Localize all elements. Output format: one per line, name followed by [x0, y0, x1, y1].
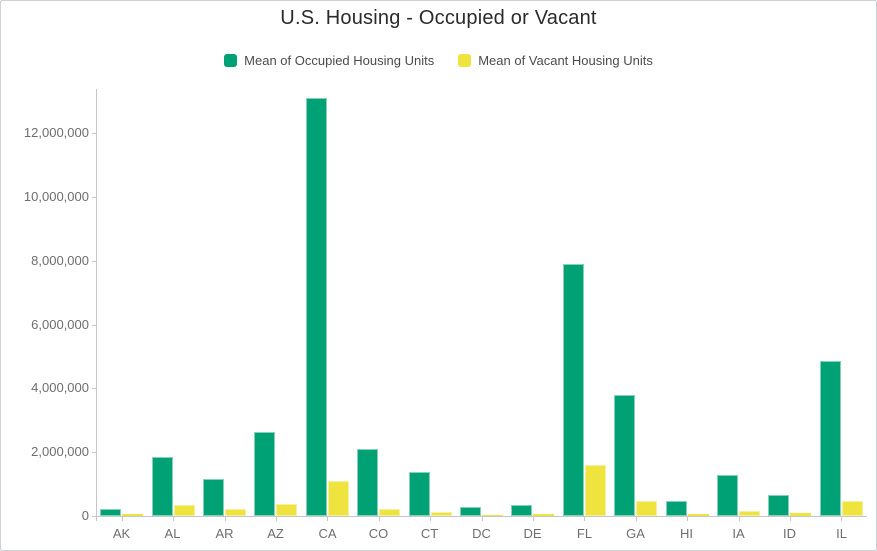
x-tick-AL: [173, 517, 174, 521]
y-tick-4000000: [92, 388, 96, 389]
bar-occupied-AR[interactable]: [203, 479, 224, 516]
x-tick-label-IL: IL: [836, 526, 847, 541]
y-tick-label-2000000: 2,000,000: [31, 444, 89, 459]
bar-vacant-DE[interactable]: [533, 514, 554, 516]
x-tick-label-DE: DE: [523, 526, 542, 541]
x-tick-label-AL: AL: [164, 526, 181, 541]
bar-occupied-ID[interactable]: [768, 495, 789, 516]
bar-occupied-GA[interactable]: [614, 395, 635, 516]
bar-vacant-HI[interactable]: [688, 514, 709, 516]
bar-vacant-DC[interactable]: [482, 515, 503, 516]
bar-vacant-CA[interactable]: [328, 481, 349, 516]
x-tick-label-FL: FL: [576, 526, 593, 541]
bar-occupied-AZ[interactable]: [254, 432, 275, 516]
legend-label-occupied: Mean of Occupied Housing Units: [244, 53, 435, 68]
y-tick-2000000: [92, 452, 96, 453]
bar-occupied-CA[interactable]: [306, 98, 327, 516]
x-tick-IA: [739, 517, 740, 521]
legend-item-vacant[interactable]: Mean of Vacant Housing Units: [458, 53, 653, 68]
x-tick-label-HI: HI: [680, 526, 693, 541]
legend-label-vacant: Mean of Vacant Housing Units: [478, 53, 653, 68]
chart-title: U.S. Housing - Occupied or Vacant: [280, 7, 597, 29]
x-axis-line: [96, 516, 867, 517]
x-tick-CT: [430, 517, 431, 521]
bar-vacant-CO[interactable]: [379, 509, 400, 516]
y-tick-10000000: [92, 197, 96, 198]
x-tick-AK: [122, 517, 123, 521]
x-tick-label-CA: CA: [318, 526, 337, 541]
y-tick-0: [92, 516, 96, 517]
x-tick-IL: [841, 517, 842, 521]
bar-vacant-CT[interactable]: [431, 512, 452, 516]
legend-item-occupied[interactable]: Mean of Occupied Housing Units: [224, 53, 434, 68]
y-tick-label-10000000: 10,000,000: [23, 189, 89, 204]
y-tick-6000000: [92, 325, 96, 326]
bar-occupied-AL[interactable]: [152, 457, 173, 516]
bar-occupied-HI[interactable]: [666, 501, 687, 516]
vacant-series-swatch-icon: [458, 54, 472, 67]
x-tick-label-AK: AK: [112, 526, 131, 541]
x-tick-FL: [584, 517, 585, 521]
y-tick-label-6000000: 6,000,000: [31, 317, 89, 332]
x-tick-label-IA: IA: [732, 526, 745, 541]
bar-occupied-DE[interactable]: [511, 505, 532, 516]
x-tick-label-CO: CO: [368, 526, 389, 541]
bar-occupied-FL[interactable]: [563, 264, 584, 516]
x-tick-DC: [482, 517, 483, 521]
bar-vacant-ID[interactable]: [790, 513, 811, 516]
bar-vacant-IA[interactable]: [739, 511, 760, 516]
bar-vacant-FL[interactable]: [585, 465, 606, 516]
y-tick-8000000: [92, 261, 96, 262]
bar-occupied-IA[interactable]: [717, 475, 738, 516]
bar-vacant-IL[interactable]: [842, 501, 863, 516]
y-tick-12000000: [92, 133, 96, 134]
x-tick-label-DC: DC: [472, 526, 491, 541]
x-tick-DE: [533, 517, 534, 521]
x-tick-label-AZ: AZ: [267, 526, 284, 541]
x-tick-CO: [379, 517, 380, 521]
bar-occupied-IL[interactable]: [820, 361, 841, 516]
x-tick-label-GA: GA: [626, 526, 645, 541]
y-tick-label-12000000: 12,000,000: [23, 125, 89, 140]
y-axis-line: [96, 89, 97, 521]
bar-occupied-CO[interactable]: [357, 449, 378, 516]
x-tick-label-ID: ID: [783, 526, 796, 541]
bar-vacant-AL[interactable]: [174, 505, 195, 516]
x-tick-label-AR: AR: [215, 526, 234, 541]
x-tick-HI: [687, 517, 688, 521]
y-tick-label-8000000: 8,000,000: [31, 253, 89, 268]
bar-vacant-GA[interactable]: [636, 501, 657, 516]
bar-occupied-AK[interactable]: [100, 509, 121, 516]
bar-vacant-AK[interactable]: [122, 514, 143, 516]
bar-vacant-AZ[interactable]: [276, 504, 297, 516]
bar-occupied-CT[interactable]: [409, 472, 430, 516]
x-tick-GA: [636, 517, 637, 521]
legend: Mean of Occupied Housing Units Mean of V…: [1, 53, 876, 68]
bar-vacant-AR[interactable]: [225, 509, 246, 516]
x-tick-ID: [790, 517, 791, 521]
occupied-series-swatch-icon: [224, 54, 238, 67]
x-tick-CA: [327, 517, 328, 521]
y-tick-label-4000000: 4,000,000: [31, 380, 89, 395]
x-tick-AZ: [276, 517, 277, 521]
x-tick-label-CT: CT: [420, 526, 439, 541]
bar-occupied-DC[interactable]: [460, 507, 481, 516]
x-tick-AR: [225, 517, 226, 521]
y-tick-label-0: 0: [81, 508, 89, 523]
